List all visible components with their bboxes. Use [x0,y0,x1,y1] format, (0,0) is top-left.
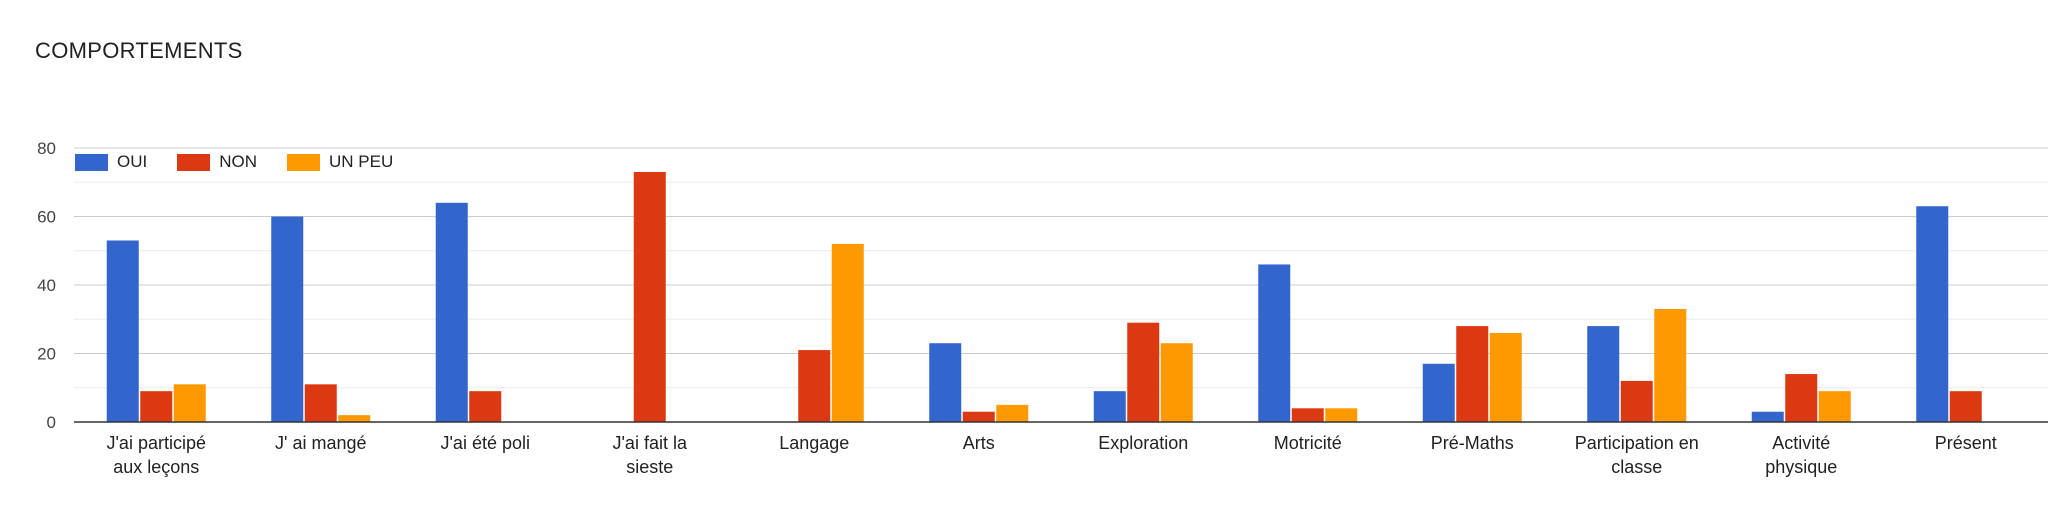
legend-swatch [75,153,108,171]
y-tick-label: 40 [37,276,56,295]
chart-legend: OUI NON UN PEU [75,152,423,172]
x-category-label: J'ai fait la sieste [613,433,688,477]
bar-non [140,391,173,422]
x-category-label: J'ai participé aux leçons [107,433,206,477]
bar-un-peu [1160,343,1193,422]
bar-non [1785,374,1818,422]
legend-label: OUI [117,152,148,171]
x-category-label: J' ai mangé [275,433,367,453]
x-category-label: Pré-Maths [1431,433,1514,453]
bar-non [1127,322,1160,422]
legend-label: NON [219,152,258,171]
legend-item: UN PEU [287,152,393,172]
bar-oui [1751,411,1784,422]
x-category-label: Motricité [1274,433,1342,453]
bar-oui [1258,264,1291,422]
bar-oui [271,216,304,422]
bar-non [633,171,666,422]
bar-un-peu [1489,332,1522,422]
bar-non [304,384,337,422]
legend-label: UN PEU [329,152,394,171]
bar-oui [435,202,468,422]
bar-un-peu [1325,408,1358,422]
bar-oui [106,240,139,422]
bar-non [962,411,995,422]
x-category-label: Arts [963,433,995,453]
bar-oui [1093,391,1126,422]
bar-oui [929,343,962,422]
bar-non [469,391,502,422]
bar-un-peu [996,404,1029,422]
bar-oui [1916,206,1949,422]
bar-non [1949,391,1982,422]
bar-un-peu [1654,308,1687,422]
bar-non [798,350,831,422]
bar-non [1456,326,1489,422]
bar-un-peu [338,415,371,422]
bar-non [1291,408,1324,422]
x-category-label: Participation en classe [1575,433,1699,477]
y-tick-label: 80 [37,139,56,158]
legend-swatch [177,153,211,171]
legend-item: OUI [75,152,147,172]
x-category-label: Langage [779,433,849,453]
x-category-label: Activité physique [1765,433,1837,477]
bar-un-peu [1818,391,1851,422]
y-tick-label: 0 [47,413,56,432]
x-category-label: Exploration [1098,433,1188,453]
y-tick-label: 20 [37,345,56,364]
bar-un-peu [831,243,864,422]
x-category-label: Présent [1935,433,1997,453]
bar-oui [1422,363,1455,422]
x-category-label: J'ai été poli [441,433,531,453]
legend-item: NON [177,152,257,172]
bar-un-peu [173,384,206,422]
y-tick-label: 60 [37,208,56,227]
chart-title: COMPORTEMENTS [35,38,243,63]
bar-oui [1587,326,1620,422]
bar-non [1620,380,1653,422]
legend-swatch [287,153,321,171]
